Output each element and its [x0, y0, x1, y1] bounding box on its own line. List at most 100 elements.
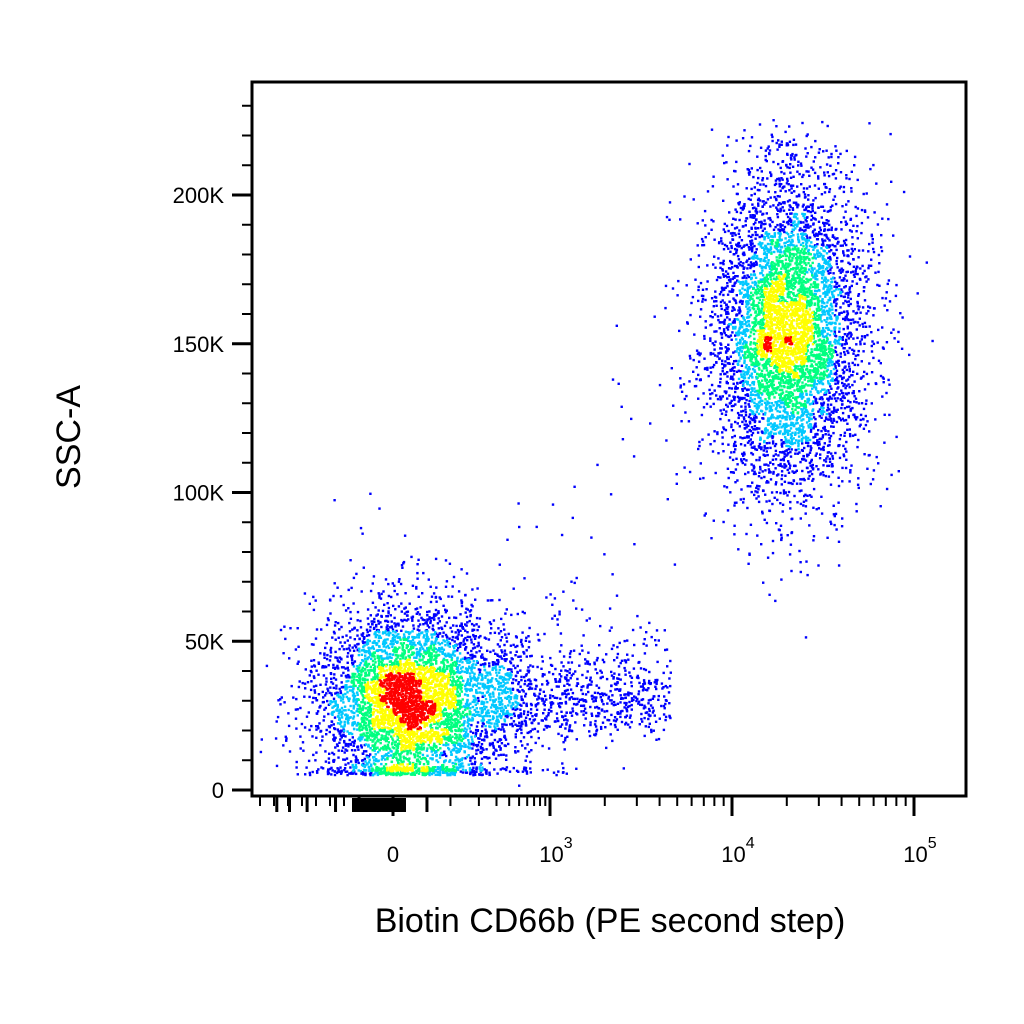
data-point: [755, 248, 758, 251]
data-point: [711, 450, 715, 453]
data-point: [415, 636, 418, 639]
data-point: [760, 447, 763, 451]
data-point: [600, 698, 603, 702]
data-point: [290, 684, 293, 688]
data-point: [288, 657, 291, 660]
data-point: [835, 316, 838, 319]
data-point: [833, 253, 836, 257]
data-point: [314, 599, 317, 602]
data-point: [366, 617, 370, 620]
data-point: [321, 690, 324, 694]
data-point: [831, 204, 834, 207]
data-point: [513, 697, 516, 700]
data-point: [706, 190, 710, 193]
data-point: [373, 749, 376, 752]
data-point: [819, 228, 822, 232]
data-point: [724, 274, 727, 277]
data-point: [477, 710, 480, 714]
data-point: [372, 575, 376, 578]
data-point: [512, 664, 515, 667]
data-point: [812, 199, 815, 202]
data-point: [826, 312, 830, 315]
data-point: [585, 619, 588, 622]
data-point: [614, 703, 617, 706]
data-point: [510, 691, 513, 695]
data-point: [504, 633, 507, 636]
data-point: [473, 654, 476, 658]
data-point: [791, 442, 795, 445]
data-point: [741, 137, 745, 140]
data-point: [688, 354, 692, 358]
data-point: [749, 429, 752, 433]
data-point: [483, 687, 486, 690]
data-point: [851, 318, 855, 321]
data-point: [697, 397, 700, 400]
data-point: [584, 662, 587, 665]
data-point: [335, 684, 338, 687]
data-point: [744, 405, 747, 408]
data-point: [468, 769, 472, 772]
data-point: [832, 417, 835, 421]
data-point: [605, 709, 609, 713]
data-point: [697, 285, 700, 288]
data-point: [778, 185, 781, 188]
data-point: [784, 450, 787, 453]
data-point: [713, 389, 716, 392]
data-point: [354, 763, 358, 767]
data-point: [460, 600, 464, 604]
data-point: [324, 760, 328, 763]
data-point: [360, 746, 363, 749]
data-point: [803, 216, 806, 220]
data-point: [778, 195, 781, 198]
data-point: [739, 443, 743, 446]
data-point: [570, 580, 573, 583]
data-point: [703, 367, 707, 371]
data-point: [737, 244, 740, 247]
data-point: [855, 510, 858, 513]
data-point: [848, 262, 852, 266]
data-point: [749, 144, 752, 148]
data-point: [792, 234, 795, 237]
data-point: [611, 378, 615, 381]
data-point: [537, 695, 540, 698]
data-point: [330, 720, 334, 723]
data-point: [764, 493, 767, 496]
data-point: [554, 667, 557, 671]
data-point: [289, 627, 292, 630]
data-point: [735, 342, 738, 346]
data-point: [851, 383, 854, 387]
data-point: [390, 620, 393, 623]
data-point: [845, 203, 848, 206]
data-point: [847, 261, 850, 264]
data-point: [418, 629, 421, 632]
data-point: [486, 599, 490, 602]
data-point: [324, 683, 328, 686]
data-point: [333, 673, 336, 676]
data-point: [359, 739, 362, 742]
data-point: [371, 620, 375, 623]
data-point: [842, 453, 845, 456]
data-point: [732, 351, 735, 354]
data-point: [778, 143, 781, 146]
data-point: [566, 688, 569, 692]
data-point: [336, 715, 340, 718]
data-point: [828, 260, 831, 263]
data-point: [642, 679, 646, 682]
data-point: [796, 170, 799, 173]
data-point: [362, 750, 366, 753]
data-point: [617, 665, 621, 668]
data-point: [466, 631, 469, 634]
data-point: [721, 370, 724, 373]
data-point: [594, 719, 597, 723]
data-point: [751, 233, 754, 237]
data-point: [465, 607, 468, 610]
data-point: [493, 731, 497, 734]
data-point: [343, 741, 346, 744]
data-point: [569, 677, 572, 680]
data-point: [747, 197, 750, 201]
data-point: [870, 344, 873, 348]
data-point: [455, 624, 458, 628]
data-point: [779, 232, 782, 235]
data-point: [356, 649, 359, 652]
data-point: [803, 229, 806, 233]
